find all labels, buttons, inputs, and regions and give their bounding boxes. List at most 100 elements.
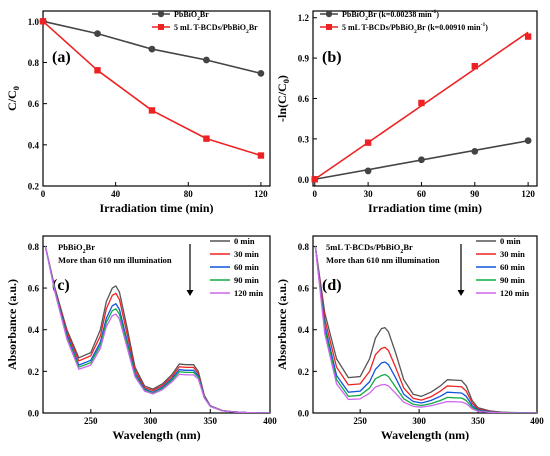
y-tick-label: 1.2 (298, 13, 310, 23)
panel-label: (b) (322, 49, 342, 66)
annotation-text: More than 610 nm illumination (326, 255, 440, 265)
plot-frame (312, 235, 538, 414)
data-point (257, 69, 265, 77)
series-line (314, 246, 537, 413)
y-axis-label: Absorbance (a.u.) (275, 279, 289, 370)
y-tick-label: 0.4 (298, 325, 310, 335)
y-axis-label: -ln(C/C0) (275, 75, 291, 122)
y-axis-label: C/C0 (5, 86, 21, 111)
legend-label: 5 mL T-BCDs/PbBiO2Br (k=0.00910 min-1) (342, 22, 488, 35)
y-tick-label: 0.8 (28, 58, 40, 68)
legend-label: 60 min (234, 262, 259, 272)
legend-label: PbBiO2Br (k=0.00238 min-1) (342, 9, 439, 22)
panel-label: (c) (52, 277, 70, 294)
x-tick-label: 250 (353, 416, 367, 426)
x-tick-label: 400 (530, 416, 544, 426)
series-line (44, 246, 270, 413)
series-line (43, 20, 262, 157)
y-tick-label: 0.6 (28, 284, 40, 294)
x-tick-label: 90 (470, 189, 480, 199)
x-tick-label: 350 (471, 416, 485, 426)
legend-marker (325, 10, 333, 18)
data-point (364, 167, 372, 175)
panel-d: 0.0 0.2 0.4 0.6 0.8 250 300 350 400 Wavelength (n… (275, 235, 544, 442)
x-axis-label: Wavelength (nm) (381, 428, 469, 442)
data-point (471, 148, 479, 155)
x-tick-label: 30 (364, 189, 374, 199)
y-tick-label: 0.4 (28, 325, 40, 335)
y-tick-label: 0.0 (28, 409, 40, 419)
series-line (314, 246, 537, 413)
x-tick-label: 250 (84, 416, 98, 426)
data-point (39, 18, 47, 25)
x-tick-label: 60 (417, 189, 427, 199)
data-point (524, 137, 532, 145)
series-line (314, 246, 537, 413)
data-layer (43, 20, 262, 157)
y-tick-label: 0.0 (298, 175, 310, 185)
panel-b: 0.0 0.3 0.6 0.9 1.2 0 30 60 90 120 Irradiation tim… (275, 9, 538, 215)
data-point (471, 62, 478, 70)
y-tick-label: 0.4 (28, 140, 40, 150)
x-tick-label: 80 (184, 189, 194, 199)
data-point (148, 107, 156, 114)
panel-label: (a) (52, 49, 71, 66)
legend-label: PbBiO2Br (174, 10, 209, 22)
series-line (314, 246, 537, 413)
y-tick-label: 0.3 (298, 134, 310, 144)
y-tick-label: 0.8 (28, 242, 40, 252)
data-layer (314, 246, 537, 413)
x-tick-label: 300 (412, 416, 426, 426)
panel-label: (d) (322, 277, 342, 294)
x-tick-label: 120 (254, 189, 268, 199)
data-point (257, 152, 265, 159)
y-tick-label: 0.6 (298, 284, 310, 294)
x-tick-label: 0 (41, 189, 46, 199)
plot-frame (42, 235, 271, 414)
legend-label: 120 min (500, 288, 529, 298)
panel-c: 0.0 0.2 0.4 0.6 0.8 250 300 350 400 Wavelength (n… (5, 235, 277, 442)
legend-label: 60 min (500, 262, 525, 272)
legend-label: 90 min (234, 275, 259, 285)
y-tick-label: 0.8 (298, 242, 310, 252)
legend-label: 120 min (234, 288, 263, 298)
data-point (524, 33, 532, 40)
y-tick-label: 0.2 (28, 182, 40, 192)
x-tick-label: 350 (204, 416, 218, 426)
x-axis-label: Irradiation time (min) (368, 201, 482, 215)
data-point (203, 135, 210, 142)
data-point (418, 156, 425, 164)
data-point (203, 56, 210, 64)
y-axis-label: Absorbance (a.u.) (5, 279, 19, 370)
data-point (94, 67, 101, 74)
x-tick-label: 0 (313, 189, 318, 199)
legend-label: 30 min (234, 249, 259, 259)
x-tick-label: 400 (263, 416, 277, 426)
x-axis-label: Irradiation time (min) (100, 201, 214, 215)
x-axis-label: Wavelength (nm) (112, 428, 200, 442)
data-point (94, 30, 101, 38)
plot-frame (42, 10, 271, 187)
data-point (364, 139, 372, 146)
data-point (418, 99, 425, 107)
legend-label: 30 min (500, 249, 525, 259)
annotation-text: More than 610 nm illumination (58, 255, 172, 265)
legend-label: 5 mL T-BCDs/PbBiO2Br (174, 23, 258, 35)
y-tick-label: 0.6 (28, 99, 40, 109)
annotation-text: 5mL T-BCDs/PbBiO2Br (326, 242, 413, 255)
y-tick-label: 1.0 (28, 17, 40, 27)
legend-label: 90 min (500, 275, 525, 285)
legend-label: 0 min (500, 236, 521, 246)
annotation-text: PbBiO2Br (58, 242, 95, 255)
y-tick-label: 0.6 (298, 94, 310, 104)
x-tick-label: 300 (144, 416, 158, 426)
y-tick-label: 0.2 (298, 367, 310, 377)
trend-arrow-head (457, 290, 465, 296)
series-line (314, 246, 537, 413)
y-tick-label: 0.0 (298, 409, 310, 419)
data-point (148, 45, 156, 53)
legend-marker (158, 24, 164, 30)
trend-arrow-head (186, 290, 194, 296)
legend-label: 0 min (234, 236, 255, 246)
